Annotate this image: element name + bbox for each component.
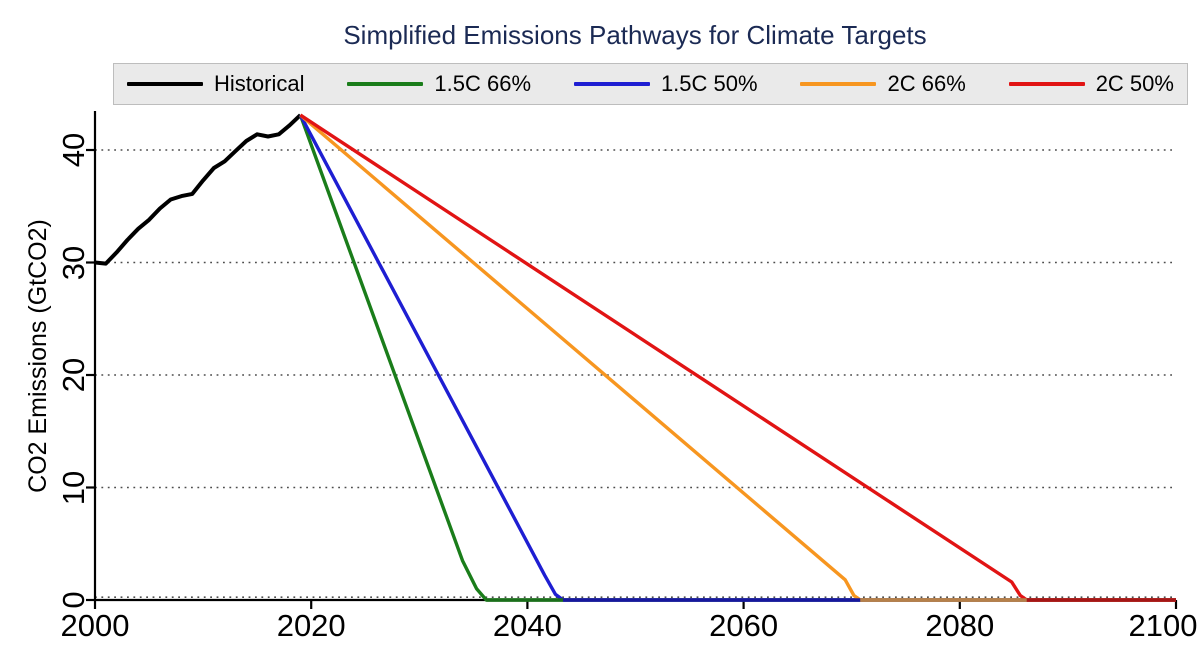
- legend-line-swatch: [800, 82, 877, 86]
- x-tick-label-2100: 2100: [1128, 608, 1198, 643]
- legend-label: 1.5C 66%: [434, 71, 532, 96]
- legend-line-swatch: [573, 82, 650, 86]
- series-line-2c-66-: [299, 113, 1176, 602]
- y-tick-label-40: 40: [56, 132, 91, 168]
- x-tick-label-2020: 2020: [276, 608, 346, 643]
- legend-line-swatch: [347, 82, 424, 86]
- legend-entry-2c-66-: 2C 66%: [800, 71, 966, 97]
- series-line-1-5c-50-: [298, 114, 1176, 602]
- x-tick-label-2000: 2000: [60, 608, 130, 643]
- legend-entry-2c-50-: 2C 50%: [1008, 71, 1174, 97]
- legend-line-swatch: [127, 82, 203, 86]
- y-tick-label-30: 30: [56, 245, 91, 280]
- legend-line-swatch: [1008, 82, 1085, 86]
- y-axis-title: CO2 Emissions (GtCO2): [24, 219, 52, 493]
- legend-entry-1-5c-66-: 1.5C 66%: [347, 71, 531, 97]
- x-tick-label-2040: 2040: [492, 608, 562, 643]
- y-tick-label-20: 20: [56, 357, 91, 393]
- series-line-1-5c-66-: [298, 114, 1176, 602]
- legend-entry-historical: Historical: [127, 71, 304, 97]
- legend-label: 1.5C 50%: [660, 71, 758, 96]
- y-tick-label-0: 0: [56, 591, 91, 609]
- chart-title: Simplified Emissions Pathways for Climat…: [343, 20, 927, 50]
- legend-label: 2C 50%: [1095, 71, 1174, 96]
- legend-label: 2C 66%: [887, 71, 966, 96]
- x-tick-label-2060: 2060: [709, 608, 779, 643]
- legend-entry-1-5c-50-: 1.5C 50%: [573, 71, 758, 97]
- legend-box: Historical 1.5C 66% 1.5C 50% 2C 66% 2C 50%: [113, 63, 1188, 105]
- y-tick-label-10: 10: [56, 470, 91, 505]
- legend-label: Historical: [214, 71, 305, 96]
- series-line-2c-50-: [299, 113, 1176, 602]
- x-tick-label-2080: 2080: [925, 608, 995, 643]
- series-line-historical: [94, 113, 302, 266]
